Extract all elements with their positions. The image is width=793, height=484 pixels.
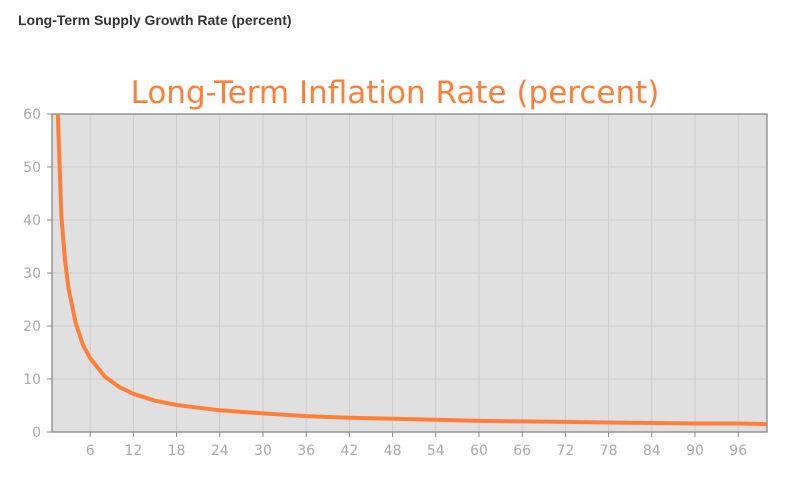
y-tick-label: 60	[23, 107, 41, 123]
x-tick-label: 12	[124, 443, 142, 459]
y-tick-label: 30	[23, 266, 41, 282]
x-tick-label: 18	[168, 443, 186, 459]
x-tick-label: 78	[600, 443, 618, 459]
chart-title: Long-Term Inflation Rate (percent)	[131, 75, 660, 111]
x-tick-label: 30	[254, 443, 272, 459]
x-tick-label: 54	[427, 443, 445, 459]
x-tick-label: 42	[340, 443, 358, 459]
series-line	[55, 113, 768, 427]
x-tick-label: 24	[211, 443, 229, 459]
x-tick-label: 96	[729, 443, 747, 459]
axes	[47, 113, 768, 437]
page-heading: Long-Term Supply Growth Rate (percent)	[18, 12, 292, 28]
x-tick-label: 6	[86, 443, 95, 459]
tick-labels: 6 12 18 24 30 36 42 48 54 60 66 72 78 84 90 96 0 10 20 30 40…	[23, 107, 747, 459]
x-tick-label: 90	[686, 443, 704, 459]
y-tick-label: 50	[23, 160, 41, 176]
x-tick-label: 66	[513, 443, 531, 459]
y-tick-label: 0	[32, 425, 41, 441]
grid-lines	[52, 114, 767, 432]
y-tick-label: 40	[23, 213, 41, 229]
plot-border	[51, 113, 768, 433]
y-tick-label: 10	[23, 372, 41, 388]
x-tick-label: 36	[297, 443, 315, 459]
x-tick-label: 48	[384, 443, 402, 459]
x-tick-label: 60	[470, 443, 488, 459]
y-tick-label: 20	[23, 319, 41, 335]
x-tick-label: 72	[556, 443, 574, 459]
x-tick-label: 84	[643, 443, 661, 459]
series-layer	[55, 113, 768, 427]
